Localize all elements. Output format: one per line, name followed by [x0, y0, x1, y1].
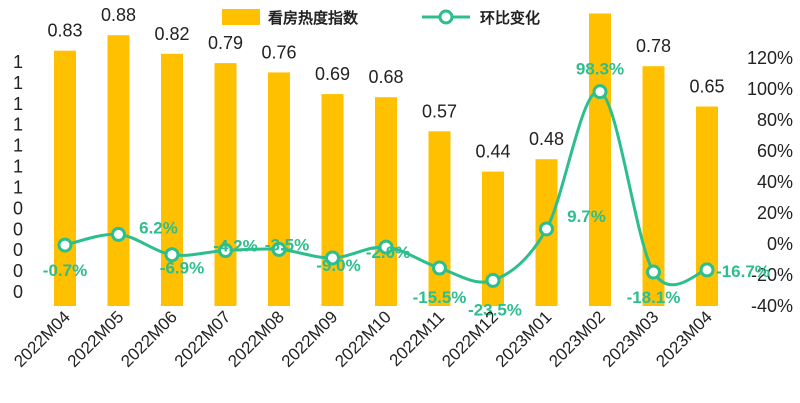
bar — [589, 13, 611, 306]
x-tick-label: 2022M04 — [10, 307, 74, 371]
x-tick-label: 2022M11 — [386, 307, 449, 370]
change-value-label: -15.5% — [413, 288, 467, 307]
bar-value-label: 0.78 — [636, 36, 671, 56]
change-point — [111, 226, 126, 242]
left-tick-label: 0 — [13, 219, 23, 239]
x-tick-label: 2023M03 — [599, 307, 663, 371]
x-tick-label: 2023M04 — [652, 307, 716, 371]
change-point — [57, 237, 73, 253]
bar — [642, 66, 665, 306]
legend-line-marker — [438, 9, 454, 25]
left-tick-label: 1 — [13, 157, 23, 177]
change-value-label: 6.2% — [139, 218, 178, 237]
change-value-label: -18.1% — [627, 288, 681, 307]
change-point — [271, 241, 287, 257]
change-point — [432, 260, 447, 276]
left-tick-label: 0 — [13, 198, 23, 218]
bar-value-label: 0.76 — [261, 42, 296, 62]
right-axis: 120% 100% 80% 60% 40% 20% 0% -20% -40% — [747, 48, 793, 316]
change-value-label: -23.5% — [468, 300, 522, 319]
bar-value-label: 0.48 — [529, 129, 564, 149]
x-tick-label: 2022M08 — [224, 307, 288, 371]
x-tick-label: 2022M09 — [278, 307, 342, 371]
right-tick-label: -40% — [751, 296, 793, 316]
x-axis: 2022M042022M052022M062022M072022M082022M… — [10, 307, 716, 371]
right-tick-label: 80% — [757, 110, 793, 130]
left-tick-label: 0 — [13, 261, 23, 281]
bar-value-label: 0.57 — [422, 101, 457, 121]
x-tick-label: 2022M05 — [64, 307, 128, 371]
left-tick-label: 1 — [13, 73, 23, 93]
bar-value-label: 0.82 — [154, 24, 189, 44]
bar — [214, 63, 237, 306]
change-point — [378, 239, 394, 255]
change-point — [325, 250, 340, 266]
change-value-label: 98.3% — [576, 60, 624, 79]
x-tick-label: 2022M07 — [171, 307, 235, 371]
change-value-label: -9.0% — [316, 256, 360, 275]
bar — [482, 171, 504, 306]
change-point — [164, 247, 180, 263]
bar — [375, 97, 397, 306]
change-value-label: -3.5% — [265, 235, 309, 254]
change-point — [218, 243, 233, 259]
change-value-label: -2.0% — [366, 243, 410, 262]
bar-value-label: 0.65 — [689, 77, 724, 97]
left-tick-label: 1 — [13, 94, 23, 114]
right-tick-label: 100% — [747, 79, 793, 99]
change-point — [485, 272, 501, 288]
bar-value-label: 0.44 — [475, 142, 510, 162]
bar — [428, 131, 451, 306]
right-tick-label: 20% — [757, 203, 793, 223]
right-tick-label: -20% — [751, 265, 793, 285]
bar — [696, 106, 718, 306]
left-tick-label: 1 — [13, 115, 23, 135]
legend-bar-label: 看房热度指数 — [268, 9, 359, 27]
x-tick-label: 2022M10 — [331, 307, 395, 371]
right-tick-label: 40% — [757, 172, 793, 192]
bar-value-label: 0.83 — [47, 21, 82, 41]
legend-line-label: 环比变化 — [480, 9, 540, 27]
change-point — [646, 264, 661, 280]
left-tick-label: 1 — [13, 177, 23, 197]
change-value-labels: -0.7% 6.2% -6.9% -4.2% -3.5% -9.0% -2.0% -15.5%… — [43, 60, 770, 320]
left-tick-label: 0 — [13, 282, 23, 302]
left-tick-label: 1 — [13, 52, 23, 72]
bar-value-label: 0.69 — [315, 64, 350, 84]
left-tick-label: 1 — [13, 136, 23, 156]
change-point — [699, 262, 715, 278]
change-value-label: 9.7% — [567, 207, 606, 226]
watermark: 头条 @叶檀财经 — [655, 376, 764, 394]
change-value-label: -4.2% — [213, 237, 257, 256]
right-tick-label: 60% — [757, 141, 793, 161]
change-point — [592, 84, 608, 100]
bar-value-label: 0.95 — [582, 0, 617, 4]
bar-value-labels: 0.83 0.88 0.82 0.79 0.76 0.69 0.68 0.57 0.44 0.48… — [47, 0, 724, 162]
legend: 看房热度指数 环比变化 — [222, 9, 540, 27]
x-tick-label: 2022M06 — [117, 307, 181, 371]
change-point — [539, 221, 554, 237]
change-line — [57, 84, 715, 288]
change-value-label: -6.9% — [160, 259, 204, 278]
bar-value-label: 0.79 — [208, 33, 243, 53]
bar — [107, 35, 130, 306]
bars — [54, 13, 718, 307]
legend-bar-swatch — [222, 9, 260, 25]
bar-value-label: 0.68 — [368, 67, 403, 87]
change-value-label: -0.7% — [43, 261, 87, 280]
right-tick-label: 120% — [747, 48, 793, 68]
bar — [161, 53, 183, 306]
x-tick-label: 2023M02 — [545, 307, 609, 371]
left-tick-label: 0 — [13, 240, 23, 260]
change-value-label: -16.7% — [716, 262, 770, 281]
right-tick-label: 0% — [767, 234, 793, 254]
bar-value-label: 0.88 — [101, 5, 136, 25]
bar — [268, 72, 290, 307]
